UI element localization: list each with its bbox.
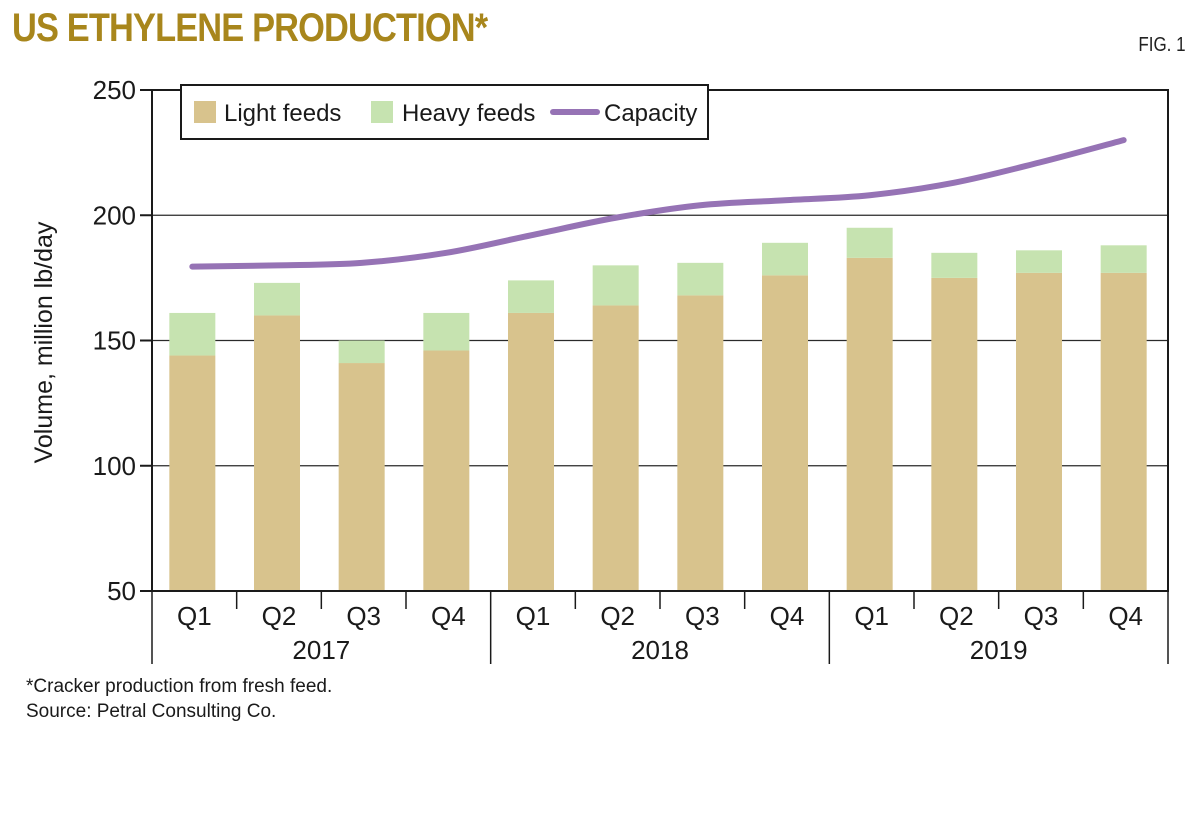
x-tick-label: Q3 xyxy=(346,601,381,631)
bar-light-feeds xyxy=(1100,272,1147,591)
y-tick-label: 200 xyxy=(93,200,136,230)
legend: Light feeds Heavy feeds Capacity xyxy=(180,84,709,140)
bar-light-feeds xyxy=(508,312,554,591)
x-tick-label: Q4 xyxy=(431,601,466,631)
year-label: 2019 xyxy=(970,635,1028,665)
y-tick-label: 100 xyxy=(93,451,136,481)
year-label: 2017 xyxy=(292,635,350,665)
y-tick-label: 150 xyxy=(93,326,136,356)
bar-light-feeds xyxy=(931,277,978,591)
capacity-line xyxy=(189,137,1127,270)
bar-light-feeds xyxy=(762,275,808,591)
bar-heavy-feeds xyxy=(592,265,639,306)
x-axis-ticks: Q1 Q2 Q3 Q4 Q1 Q2 Q3 Q4 Q1 Q2 Q3 Q4 2017 2018 2019 xyxy=(151,591,1169,665)
bar-heavy-feeds xyxy=(254,282,300,316)
legend-swatch-light-feeds xyxy=(194,101,216,123)
y-tick-label: 50 xyxy=(107,576,136,606)
x-tick-label: Q4 xyxy=(1108,601,1143,631)
bar-light-feeds xyxy=(338,363,385,591)
bar-heavy-feeds xyxy=(762,242,808,276)
bars xyxy=(169,227,1147,591)
footnotes: *Cracker production from fresh feed. Sou… xyxy=(26,674,332,724)
bar-heavy-feeds xyxy=(931,252,978,278)
chart-title: US ETHYLENE PRODUCTION* xyxy=(12,6,488,50)
legend-swatch-heavy-feeds xyxy=(371,101,393,123)
legend-label-heavy-feeds: Heavy feeds xyxy=(402,100,535,127)
bar-light-feeds xyxy=(169,355,216,591)
x-tick-label: Q1 xyxy=(854,601,889,631)
x-tick-label: Q2 xyxy=(600,601,635,631)
bar-light-feeds xyxy=(677,295,724,591)
y-tick-label: 250 xyxy=(93,75,136,105)
x-tick-label: Q3 xyxy=(1024,601,1059,631)
x-tick-label: Q3 xyxy=(685,601,720,631)
bar-light-feeds xyxy=(592,305,639,591)
bar-heavy-feeds xyxy=(169,312,216,356)
capacity-line-layer xyxy=(189,137,1127,270)
x-tick-label: Q1 xyxy=(516,601,551,631)
gridlines xyxy=(152,214,1168,467)
bar-heavy-feeds xyxy=(338,340,385,364)
bar-heavy-feeds xyxy=(1100,245,1147,273)
bar-light-feeds xyxy=(1016,272,1062,591)
bar-light-feeds xyxy=(423,350,470,591)
y-axis-ticks: 50 100 150 200 250 xyxy=(93,75,152,606)
y-axis-label: Volume, million lb/day xyxy=(30,221,58,463)
year-label: 2018 xyxy=(631,635,689,665)
legend-label-capacity: Capacity xyxy=(604,100,697,127)
source-text: Source: Petral Consulting Co. xyxy=(26,701,277,722)
figure-label: FIG. 1 xyxy=(1138,34,1186,56)
bar-heavy-feeds xyxy=(423,312,470,351)
bar-light-feeds xyxy=(254,315,300,591)
x-tick-label: Q1 xyxy=(177,601,212,631)
bar-light-feeds xyxy=(846,257,893,591)
bar-heavy-feeds xyxy=(508,280,554,313)
ethylene-production-chart: 50 100 150 200 250 Q1 Q2 Q3 Q4 Q1 Q2 Q3 Q4 Q1 Q2 Q3 Q4 2… xyxy=(30,75,1169,665)
bar-heavy-feeds xyxy=(1016,250,1062,273)
x-tick-label: Q4 xyxy=(770,601,805,631)
x-tick-label: Q2 xyxy=(262,601,297,631)
bar-heavy-feeds xyxy=(677,262,724,296)
legend-label-light-feeds: Light feeds xyxy=(224,100,341,127)
x-tick-label: Q2 xyxy=(939,601,974,631)
footnote-text: *Cracker production from fresh feed. xyxy=(26,676,333,697)
legend-box xyxy=(180,84,709,140)
bar-heavy-feeds xyxy=(846,227,893,258)
